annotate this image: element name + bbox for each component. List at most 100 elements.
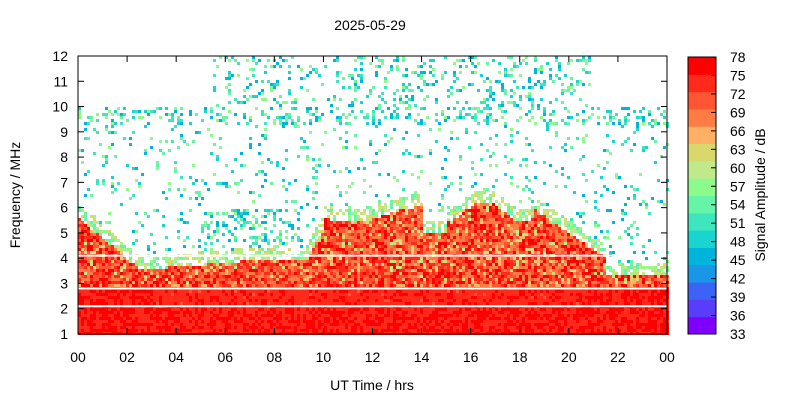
heatmap-cell xyxy=(435,314,438,317)
heatmap-cell xyxy=(132,230,135,233)
heatmap-cell xyxy=(405,308,408,311)
heatmap-cell xyxy=(87,122,90,125)
heatmap-cell xyxy=(120,278,123,281)
heatmap-cell xyxy=(180,314,183,317)
heatmap-cell xyxy=(339,278,342,281)
heatmap-cell xyxy=(354,86,357,89)
heatmap-cell xyxy=(282,290,285,293)
heatmap-cell xyxy=(330,317,333,320)
heatmap-cell xyxy=(450,251,453,254)
heatmap-cell xyxy=(369,206,372,209)
heatmap-cell xyxy=(426,302,429,305)
heatmap-cell xyxy=(348,185,351,188)
heatmap-cell xyxy=(387,215,390,218)
heatmap-cell xyxy=(156,296,159,299)
heatmap-cell xyxy=(324,218,327,221)
heatmap-cell xyxy=(261,110,264,113)
heatmap-cell xyxy=(321,275,324,278)
heatmap-cell xyxy=(330,296,333,299)
heatmap-cell xyxy=(363,296,366,299)
heatmap-cell xyxy=(90,266,93,269)
heatmap-cell xyxy=(414,230,417,233)
heatmap-cell xyxy=(174,293,177,296)
heatmap-cell xyxy=(402,203,405,206)
heatmap-cell xyxy=(327,284,330,287)
heatmap-cell xyxy=(174,326,177,329)
heatmap-cell xyxy=(84,281,87,284)
heatmap-cell xyxy=(174,311,177,314)
heatmap-cell xyxy=(165,296,168,299)
heatmap-cell xyxy=(90,230,93,233)
heatmap-cell xyxy=(132,290,135,293)
heatmap-cell xyxy=(345,224,348,227)
heatmap-cell xyxy=(411,317,414,320)
heatmap-cell xyxy=(318,311,321,314)
heatmap-cell xyxy=(207,329,210,332)
heatmap-cell xyxy=(402,152,405,155)
heatmap-cell xyxy=(189,314,192,317)
heatmap-cell xyxy=(276,323,279,326)
heatmap-cell xyxy=(126,326,129,329)
heatmap-cell xyxy=(438,317,441,320)
heatmap-cell xyxy=(447,317,450,320)
heatmap-cell xyxy=(432,326,435,329)
heatmap-cell xyxy=(354,314,357,317)
heatmap-cell xyxy=(378,308,381,311)
heatmap-cell xyxy=(303,302,306,305)
heatmap-cell xyxy=(225,86,228,89)
heatmap-cell xyxy=(360,77,363,80)
heatmap-cell xyxy=(387,221,390,224)
heatmap-cell xyxy=(348,236,351,239)
heatmap-cell xyxy=(306,257,309,260)
heatmap-cell xyxy=(399,275,402,278)
heatmap-cell xyxy=(258,92,261,95)
heatmap-cell xyxy=(210,272,213,275)
heatmap-cell xyxy=(78,269,81,272)
heatmap-cell xyxy=(351,104,354,107)
heatmap-cell xyxy=(369,296,372,299)
heatmap-cell xyxy=(438,236,441,239)
heatmap-cell xyxy=(381,110,384,113)
heatmap-cell xyxy=(204,284,207,287)
heatmap-cell xyxy=(267,296,270,299)
heatmap-cell xyxy=(240,311,243,314)
heatmap-cell xyxy=(294,281,297,284)
heatmap-cell xyxy=(369,260,372,263)
heatmap-cell xyxy=(177,116,180,119)
heatmap-cell xyxy=(198,257,201,260)
heatmap-cell xyxy=(354,260,357,263)
heatmap-cell xyxy=(198,245,201,248)
heatmap-cell xyxy=(375,227,378,230)
heatmap-cell xyxy=(384,275,387,278)
heatmap-cell xyxy=(327,278,330,281)
heatmap-cell xyxy=(300,266,303,269)
heatmap-cell xyxy=(423,122,426,125)
heatmap-cell xyxy=(393,218,396,221)
heatmap-cell xyxy=(333,317,336,320)
heatmap-cell xyxy=(186,329,189,332)
heatmap-cell xyxy=(162,296,165,299)
heatmap-cell xyxy=(369,311,372,314)
heatmap-cell xyxy=(414,296,417,299)
heatmap-cell xyxy=(144,299,147,302)
heatmap-cell xyxy=(258,314,261,317)
heatmap-cell xyxy=(378,248,381,251)
heatmap-cell xyxy=(165,260,168,263)
heatmap-cell xyxy=(129,143,132,146)
heatmap-cell xyxy=(435,260,438,263)
heatmap-cell xyxy=(99,329,102,332)
heatmap-cell xyxy=(111,119,114,122)
heatmap-cell xyxy=(114,245,117,248)
heatmap-cell xyxy=(240,227,243,230)
heatmap-cell xyxy=(420,242,423,245)
heatmap-cell xyxy=(399,212,402,215)
heatmap-cell xyxy=(183,293,186,296)
heatmap-cell xyxy=(96,284,99,287)
heatmap-cell xyxy=(204,281,207,284)
heatmap-cell xyxy=(117,302,120,305)
heatmap-cell xyxy=(147,245,150,248)
heatmap-cell xyxy=(111,320,114,323)
heatmap-cell xyxy=(282,101,285,104)
heatmap-cell xyxy=(300,272,303,275)
heatmap-cell xyxy=(357,272,360,275)
